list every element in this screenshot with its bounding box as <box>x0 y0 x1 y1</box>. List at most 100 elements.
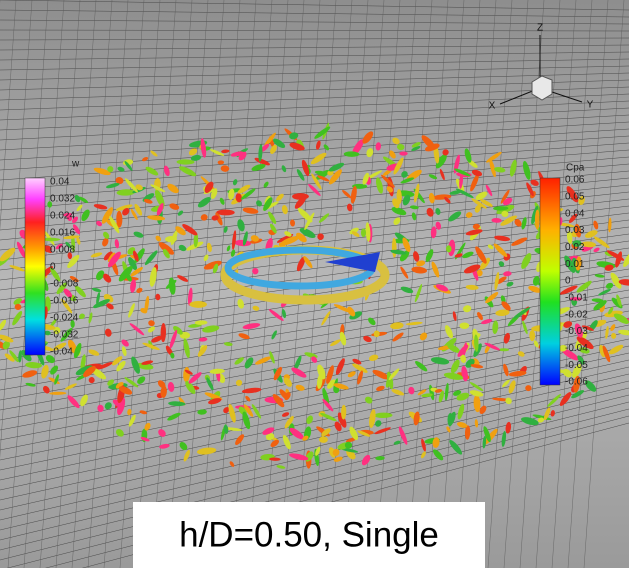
vortex <box>432 437 440 448</box>
vortex <box>360 228 367 238</box>
grid-line <box>0 58 629 71</box>
vortex <box>374 412 393 419</box>
vortex <box>559 285 578 295</box>
vortex <box>289 453 309 461</box>
vortex <box>347 306 356 317</box>
vortex <box>279 389 289 400</box>
vortex <box>296 169 305 181</box>
vortex <box>315 446 321 456</box>
grid-line <box>423 0 465 568</box>
vortex <box>581 241 597 248</box>
vortex <box>448 211 462 222</box>
grid-line <box>0 324 629 451</box>
colorbar-label: 0 <box>50 262 56 273</box>
colorbar-label: 0.02 <box>565 242 585 253</box>
vortex <box>534 209 540 230</box>
vortex <box>228 403 236 423</box>
vortex <box>517 351 525 357</box>
caption-box <box>133 502 485 568</box>
vortex <box>124 161 133 171</box>
vortex <box>434 389 443 393</box>
vortex <box>238 333 250 340</box>
vortex <box>571 390 585 399</box>
vortex <box>173 326 183 335</box>
vortex <box>363 335 372 343</box>
grid-line <box>0 86 629 111</box>
vortex <box>106 303 114 310</box>
vortex <box>343 151 360 157</box>
vortex <box>148 320 155 327</box>
vortex <box>234 239 252 247</box>
vortex <box>572 240 582 247</box>
grid-line <box>0 29 629 32</box>
vortex <box>464 425 471 440</box>
vortex <box>289 142 305 151</box>
vortex <box>2 340 10 350</box>
grid-line <box>375 0 417 568</box>
vortex <box>411 146 421 151</box>
grid-line <box>439 0 481 568</box>
vortex <box>509 159 517 177</box>
vortex <box>270 439 280 448</box>
vortex <box>118 386 133 395</box>
vortex <box>16 241 26 259</box>
vortex <box>275 193 284 202</box>
vortex <box>206 377 214 391</box>
vortex <box>532 275 540 286</box>
vortex <box>281 165 287 173</box>
vortex <box>210 149 225 156</box>
vortex <box>230 249 236 257</box>
vortex <box>314 126 331 139</box>
grid-line <box>0 268 629 371</box>
vortex <box>327 170 334 176</box>
vortex <box>522 161 531 180</box>
grid-line <box>0 282 629 391</box>
vortex <box>323 144 330 151</box>
vortex <box>326 365 334 384</box>
vortex <box>477 312 483 321</box>
vortex <box>4 353 15 362</box>
vortex <box>137 376 146 384</box>
vortex <box>452 390 462 396</box>
vortex <box>162 248 170 259</box>
vortex <box>272 393 285 408</box>
vortex <box>439 168 445 181</box>
vortex <box>419 332 428 341</box>
vortex <box>402 194 411 206</box>
vortex <box>564 255 576 273</box>
vortex <box>585 380 597 392</box>
vortex <box>63 235 80 240</box>
vortex <box>368 317 376 326</box>
triad-label: Y <box>587 100 594 111</box>
vortex <box>362 131 374 144</box>
vortex <box>391 207 407 216</box>
vortex <box>242 207 259 214</box>
vortex <box>200 214 208 221</box>
vortex <box>431 261 440 278</box>
grid-line <box>87 0 129 568</box>
grid-line <box>0 0 17 231</box>
grid-line <box>0 401 629 561</box>
vortex <box>163 165 170 177</box>
vortex <box>339 331 347 346</box>
vortex <box>72 216 79 224</box>
colorbar-label: -0.06 <box>565 377 588 388</box>
vortex <box>115 177 124 185</box>
vortex <box>533 340 539 348</box>
vortex <box>578 347 590 354</box>
grid-line <box>199 0 241 568</box>
vortex <box>511 237 528 246</box>
vortex <box>197 345 208 357</box>
vortex <box>130 279 137 293</box>
vortex <box>103 251 113 261</box>
vortex <box>405 321 423 326</box>
vortex <box>97 362 113 370</box>
grid-line <box>0 177 629 241</box>
vortex <box>183 449 190 462</box>
vortex <box>220 165 230 172</box>
vortex <box>391 389 405 396</box>
vortex <box>75 365 93 376</box>
vortex <box>160 385 167 398</box>
vortex <box>414 284 423 303</box>
vortex <box>150 150 158 157</box>
